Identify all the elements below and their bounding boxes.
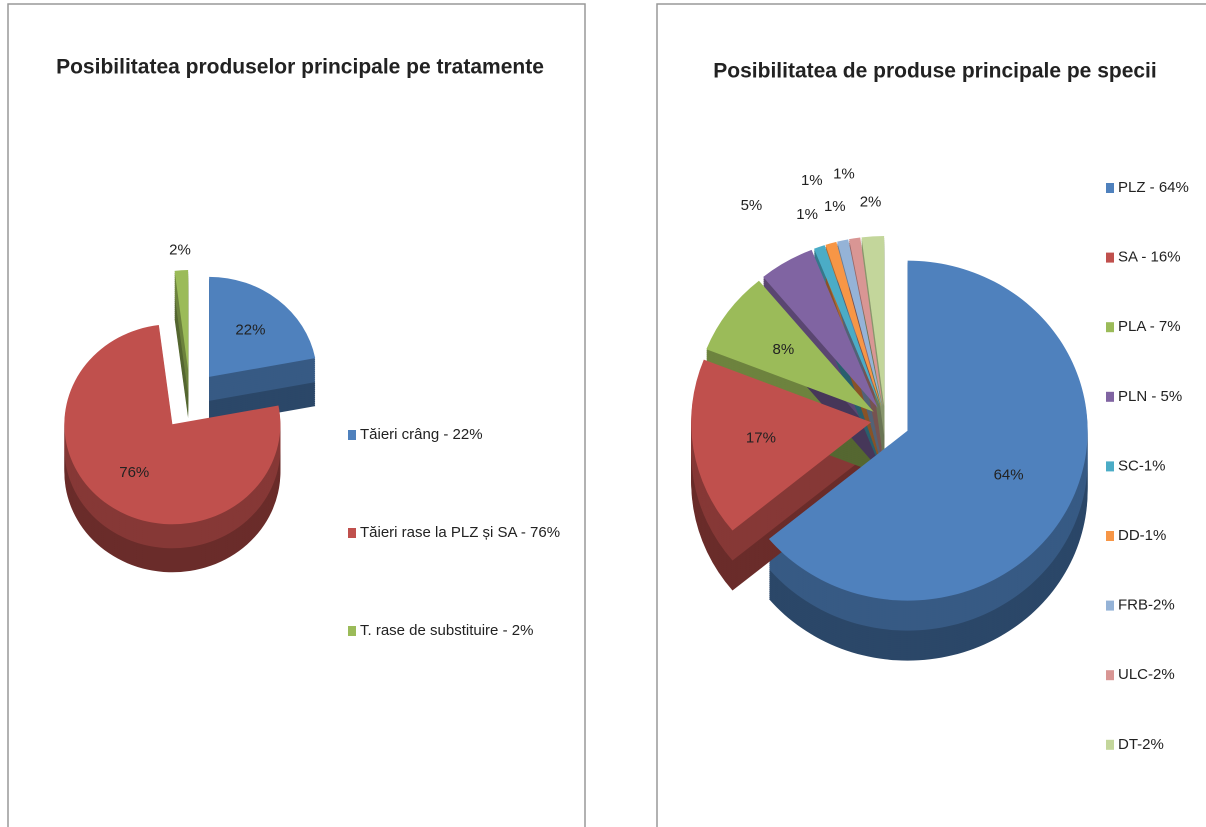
chart-title: Posibilitatea de produse principale pe s… — [713, 60, 1156, 83]
data-label: 64% — [994, 466, 1024, 483]
slice — [837, 239, 882, 407]
slice — [825, 241, 882, 407]
legend-label: Tăieri crâng - 22% — [360, 426, 483, 443]
legend-label: PLZ - 64% — [1118, 179, 1189, 196]
data-label: 22% — [235, 322, 265, 339]
slice — [706, 280, 874, 412]
legend-swatch — [348, 430, 356, 440]
legend-swatch — [1106, 739, 1114, 750]
legend-swatch — [1106, 252, 1114, 263]
slice — [763, 249, 878, 408]
data-label: 1% — [833, 165, 855, 182]
slice — [64, 325, 281, 525]
slice — [813, 245, 881, 407]
legend-label: DT-2% — [1118, 736, 1164, 753]
legend-label: DD-1% — [1118, 527, 1166, 544]
legend-swatch — [1106, 531, 1114, 541]
legend-label: FRB-2% — [1118, 597, 1175, 614]
slice — [849, 237, 883, 407]
legend-swatch — [1106, 322, 1114, 333]
data-label: 17% — [746, 430, 776, 447]
slice — [768, 260, 1088, 601]
legend-swatch — [1106, 670, 1114, 681]
legend-label: PLN - 5% — [1118, 388, 1182, 405]
slice — [691, 359, 872, 531]
data-label: 2% — [169, 241, 191, 258]
legend-swatch — [348, 626, 356, 636]
legend-swatch — [1106, 600, 1114, 611]
data-label: 8% — [773, 341, 795, 358]
legend-label: SC-1% — [1118, 457, 1166, 474]
slice — [209, 276, 316, 377]
legend-swatch — [1106, 391, 1114, 402]
slice — [174, 270, 189, 371]
legend-label: T. rase de substituire - 2% — [360, 622, 533, 639]
legend-swatch — [1106, 461, 1114, 472]
data-label: 76% — [119, 464, 149, 481]
slice — [861, 236, 885, 407]
chart-title: Posibilitatea produselor principale pe t… — [56, 56, 544, 79]
legend-swatch — [348, 528, 356, 538]
data-label: 1% — [796, 206, 818, 223]
data-label: 2% — [860, 193, 882, 210]
data-label: 1% — [824, 198, 846, 215]
legend-swatch — [1106, 183, 1114, 193]
data-label: 5% — [741, 197, 763, 214]
legend-label: PLA - 7% — [1118, 318, 1181, 335]
legend-label: SA - 16% — [1118, 249, 1181, 266]
legend-label: Tăieri rase la PLZ și SA - 76% — [360, 524, 560, 541]
data-label: 1% — [801, 172, 823, 189]
legend-label: ULC-2% — [1118, 666, 1175, 683]
